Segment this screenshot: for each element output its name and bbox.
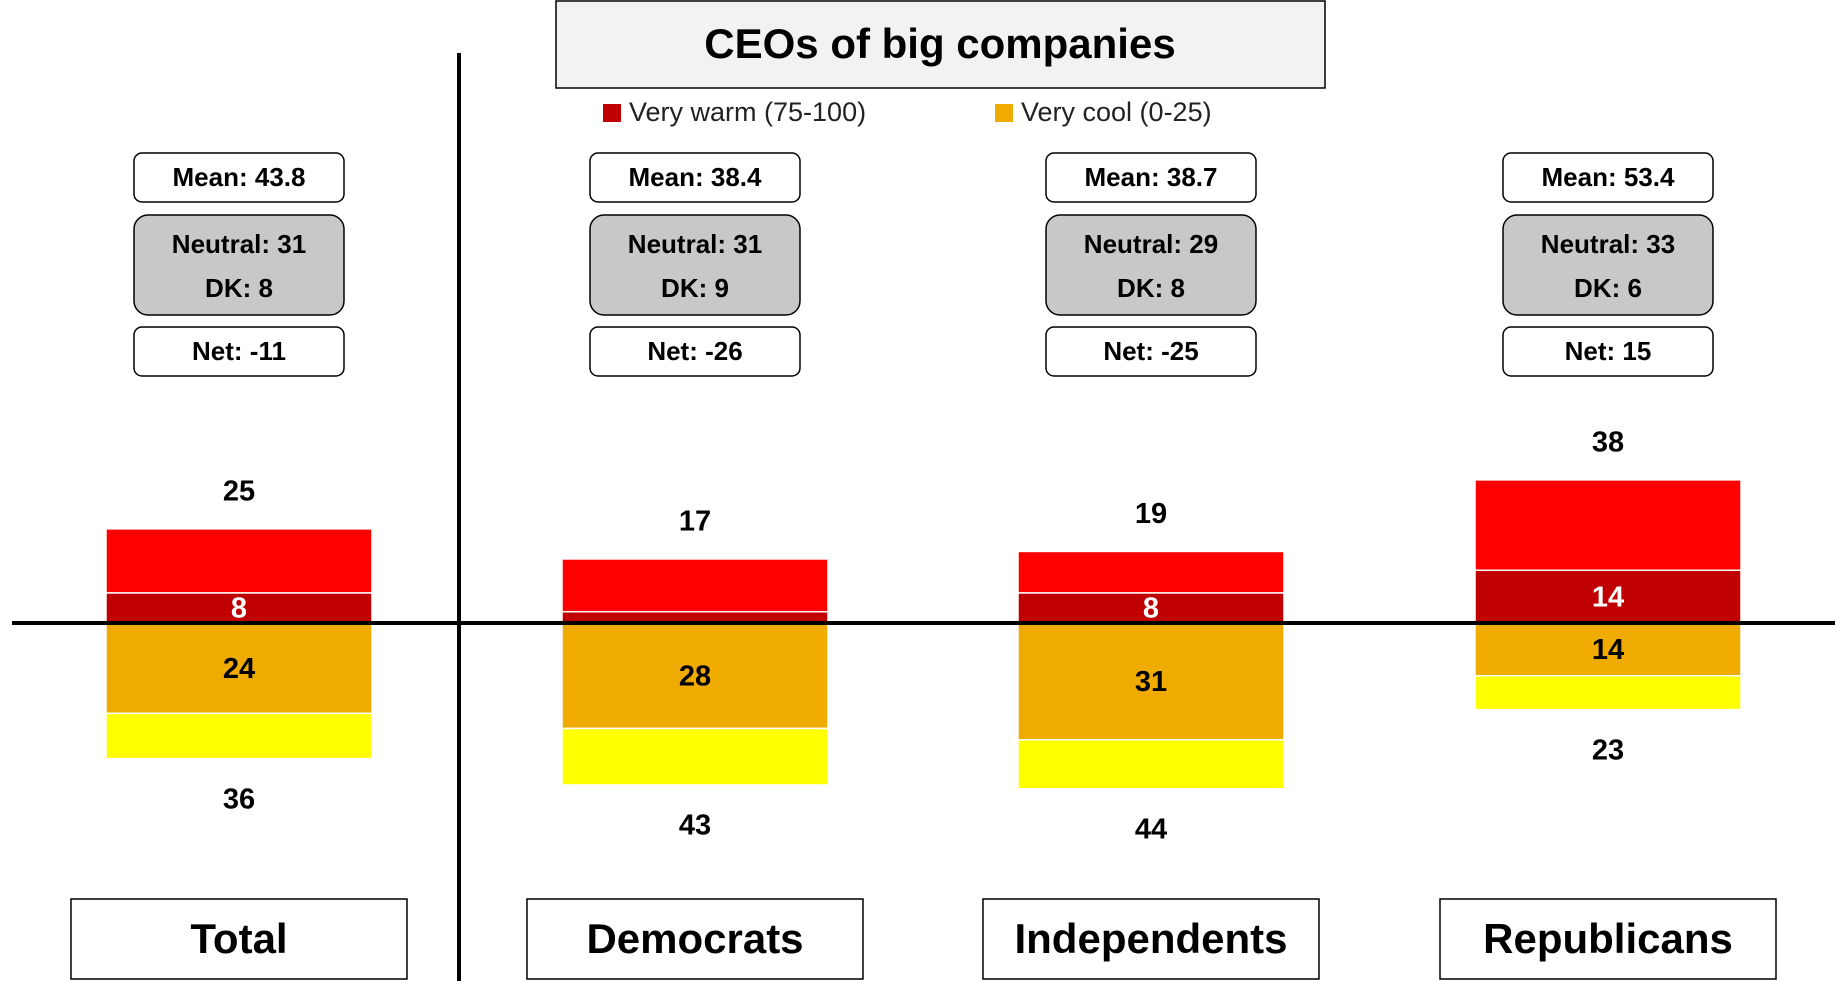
dk-label: DK: 9 bbox=[661, 273, 729, 303]
data-label: 8 bbox=[231, 593, 247, 625]
warm-total: 17 bbox=[679, 506, 711, 538]
mean-box bbox=[589, 152, 801, 203]
mean-label: Mean: 38.4 bbox=[629, 162, 762, 192]
cool-total: 44 bbox=[1135, 813, 1167, 845]
warm-total: 25 bbox=[223, 475, 255, 507]
neutral-box bbox=[1045, 214, 1257, 316]
mean-label: Mean: 53.4 bbox=[1542, 162, 1675, 192]
chart-title: CEOs of big companies bbox=[704, 20, 1175, 67]
data-label: 24 bbox=[223, 653, 255, 685]
net-label: Net: -26 bbox=[647, 336, 742, 366]
data-label: 8 bbox=[1143, 593, 1159, 625]
bar-segment bbox=[1017, 739, 1285, 790]
bar-segment bbox=[561, 622, 829, 730]
bar-segment bbox=[105, 592, 373, 624]
category-box bbox=[526, 898, 864, 980]
net-label: Net: -11 bbox=[192, 336, 286, 366]
net-box bbox=[1502, 326, 1714, 377]
cool-total: 43 bbox=[679, 810, 711, 842]
category-label: Independents bbox=[1014, 915, 1287, 962]
bar-segment bbox=[1017, 622, 1285, 741]
bar-segment bbox=[561, 558, 829, 613]
title-box bbox=[555, 0, 1326, 89]
legend-label: Very warm (75-100) bbox=[629, 97, 866, 127]
neutral-label: Neutral: 31 bbox=[628, 229, 762, 259]
category-box bbox=[982, 898, 1320, 980]
category-box bbox=[70, 898, 408, 980]
bar-segment bbox=[1474, 674, 1742, 711]
warm-total: 38 bbox=[1592, 427, 1624, 459]
legend-swatch bbox=[995, 104, 1013, 122]
net-box bbox=[1045, 326, 1257, 377]
data-label: 31 bbox=[1135, 666, 1167, 698]
mean-label: Mean: 43.8 bbox=[173, 162, 306, 192]
neutral-label: Neutral: 33 bbox=[1541, 229, 1675, 259]
net-label: Net: -25 bbox=[1103, 336, 1198, 366]
bar-segment bbox=[105, 528, 373, 594]
cool-total: 23 bbox=[1592, 734, 1624, 766]
neutral-box bbox=[1502, 214, 1714, 316]
mean-box bbox=[133, 152, 345, 203]
neutral-box bbox=[133, 214, 345, 316]
net-box bbox=[589, 326, 801, 377]
mean-box bbox=[1502, 152, 1714, 203]
mean-label: Mean: 38.7 bbox=[1085, 162, 1218, 192]
bar-segment bbox=[561, 727, 829, 786]
dk-label: DK: 6 bbox=[1574, 273, 1642, 303]
bar-segment bbox=[105, 712, 373, 760]
category-label: Republicans bbox=[1483, 915, 1733, 962]
cool-total: 36 bbox=[223, 783, 255, 815]
dk-label: DK: 8 bbox=[1117, 273, 1185, 303]
net-label: Net: 15 bbox=[1565, 336, 1652, 366]
category-label: Democrats bbox=[586, 915, 803, 962]
bar-segment bbox=[1017, 550, 1285, 594]
data-label: 14 bbox=[1592, 581, 1624, 613]
mean-box bbox=[1045, 152, 1257, 203]
dk-label: DK: 8 bbox=[205, 273, 273, 303]
legend-label: Very cool (0-25) bbox=[1021, 97, 1212, 127]
category-box bbox=[1439, 898, 1777, 980]
data-label: 14 bbox=[1592, 634, 1624, 666]
category-label: Total bbox=[190, 915, 287, 962]
data-label: 28 bbox=[679, 660, 711, 692]
bar-segment bbox=[1474, 479, 1742, 572]
neutral-label: Neutral: 29 bbox=[1084, 229, 1218, 259]
neutral-box bbox=[589, 214, 801, 316]
legend-swatch bbox=[603, 104, 621, 122]
warm-total: 19 bbox=[1135, 498, 1167, 530]
net-box bbox=[133, 326, 345, 377]
neutral-label: Neutral: 31 bbox=[172, 229, 306, 259]
